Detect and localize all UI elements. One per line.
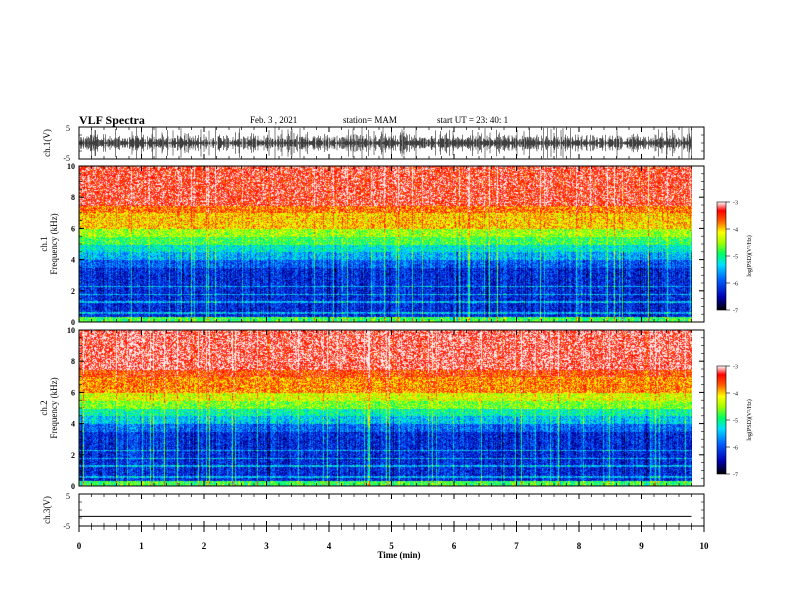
ch3-ylabel: ch.3(V): [42, 496, 52, 524]
ytick-label-6: 6: [71, 224, 75, 233]
ch1-spec-ylabel-channel: ch.1: [39, 236, 49, 251]
ytick-label-4: 4: [71, 256, 75, 265]
colorbar-tick-label--3: -3: [733, 365, 738, 371]
ytick-label-10: 10: [67, 326, 75, 335]
xtick-label-1: 1: [139, 541, 144, 551]
colorbar-tick-label--4: -4: [733, 228, 738, 234]
ch2-yaxis: 0 2 4 6 8 10: [67, 326, 704, 491]
ch1-colorbar-label: log(PSD)(V²/Hz): [746, 235, 753, 276]
ch2-spectrogram-image: [79, 330, 692, 486]
ytick-label-0: 0: [71, 318, 75, 327]
ch1-yaxis: 0 2 4 6 8 10: [67, 162, 704, 327]
xtick-label-2: 2: [202, 541, 207, 551]
header-date: Feb. 3 , 2021: [250, 115, 297, 125]
ytick-label-6: 6: [71, 388, 75, 397]
colorbar-tick-label--5: -5: [733, 419, 738, 425]
xtick-label-10: 10: [700, 541, 710, 551]
colorbar-tick-label--7: -7: [733, 473, 738, 479]
ytick-label-8: 8: [71, 357, 75, 366]
ytick-label-8: 8: [71, 193, 75, 202]
ch2-colorbar: -3 -4 -5 -6 -7 log(PSD)(V²/Hz): [716, 365, 753, 479]
ch2-spectrogram-panel: 0 2 4 6 8 10 ch.2 Frequency (kHz): [39, 326, 705, 491]
xtick-label-4: 4: [327, 541, 332, 551]
xaxis-label: Time (min): [377, 550, 420, 560]
ch1-colorbar-ticks: -3 -4 -5 -6 -7: [726, 201, 738, 315]
ytick-label-0: 0: [71, 482, 75, 491]
ch1-spec-ylabel: Frequency (kHz): [49, 213, 59, 274]
ch2-colorbar-label: log(PSD)(V²/Hz): [746, 399, 753, 440]
colorbar-tick-label--3: -3: [733, 201, 738, 207]
ch3-ytick-5: 5: [66, 492, 70, 501]
ch1-ylabel: ch.1(V): [42, 129, 52, 157]
colorbar-tick-label--6: -6: [733, 282, 738, 288]
xtick-label-5: 5: [389, 541, 394, 551]
ch2-spec-ylabel-channel: ch.2: [39, 400, 49, 415]
ch1-ytick-neg5: -5: [63, 154, 70, 163]
colorbar-tick-label--4: -4: [733, 392, 738, 398]
xtick-label-7: 7: [514, 541, 519, 551]
ch1-waveform-panel: 5 -5 ch.1(V): [42, 124, 705, 163]
figure-title: VLF Spectra: [79, 113, 145, 127]
xtick-label-9: 9: [639, 541, 644, 551]
ch2-spec-ylabel: Frequency (kHz): [49, 377, 59, 438]
header-station: station= MAM: [343, 115, 397, 125]
header-start-time: start UT = 23: 40: 1: [437, 115, 508, 125]
colorbar-tick-label--6: -6: [733, 446, 738, 452]
colorbar-tick-label--5: -5: [733, 255, 738, 261]
time-axis: 0 1 2 3 4 5 6 7 8 9 10: [77, 126, 710, 551]
xtick-label-8: 8: [577, 541, 582, 551]
ch1-ytick-5: 5: [66, 124, 70, 133]
ytick-label-2: 2: [71, 287, 75, 296]
xtick-label-6: 6: [452, 541, 457, 551]
xtick-label-0: 0: [77, 541, 82, 551]
ytick-label-2: 2: [71, 451, 75, 460]
colorbar-tick-label--7: -7: [733, 309, 738, 315]
ytick-label-4: 4: [71, 420, 75, 429]
ch1-colorbar: -3 -4 -5 -6 -7 log(PSD)(V²/Hz): [716, 201, 753, 315]
ch3-ytick-neg5: -5: [63, 522, 70, 531]
ch1-spectrogram-panel: 0 2 4 6 8 10 ch.1 Frequency (kHz): [39, 162, 705, 327]
ch2-colorbar-ticks: -3 -4 -5 -6 -7: [726, 365, 738, 479]
ytick-label-10: 10: [67, 162, 75, 171]
xtick-label-3: 3: [264, 541, 269, 551]
ch1-spectrogram-image: [79, 166, 692, 322]
